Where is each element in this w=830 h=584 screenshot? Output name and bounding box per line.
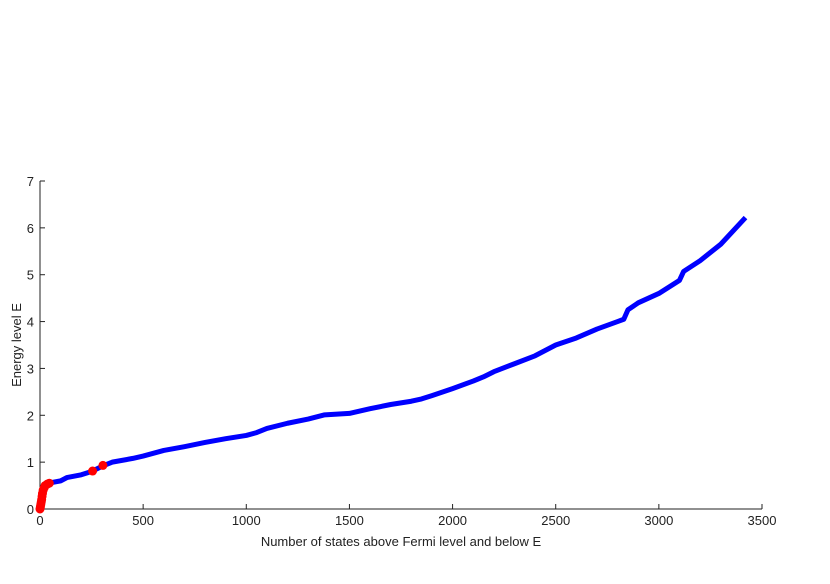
x-tick-label: 1500 (335, 513, 364, 528)
y-tick-label: 1 (27, 455, 34, 470)
x-tick-label: 2000 (438, 513, 467, 528)
x-axis-label: Number of states above Fermi level and b… (261, 534, 542, 549)
x-tick-label: 500 (132, 513, 154, 528)
x-tick-label: 2500 (541, 513, 570, 528)
y-tick-label: 3 (27, 361, 34, 376)
y-tick-label: 5 (27, 268, 34, 283)
x-tick-label: 1000 (232, 513, 261, 528)
line (37, 215, 748, 510)
y-tick-label: 0 (27, 502, 34, 517)
marker (44, 478, 54, 488)
y-tick-label: 6 (27, 221, 34, 236)
y-tick-label: 7 (27, 174, 34, 189)
y-axis-label: Energy level E (9, 303, 24, 387)
y-tick-label: 2 (27, 408, 34, 423)
x-tick-label: 3500 (748, 513, 777, 528)
x-tick-label: 0 (36, 513, 43, 528)
marker (88, 466, 98, 476)
x-tick-label: 3000 (644, 513, 673, 528)
marker (98, 460, 108, 470)
y-tick-label: 4 (27, 315, 34, 330)
